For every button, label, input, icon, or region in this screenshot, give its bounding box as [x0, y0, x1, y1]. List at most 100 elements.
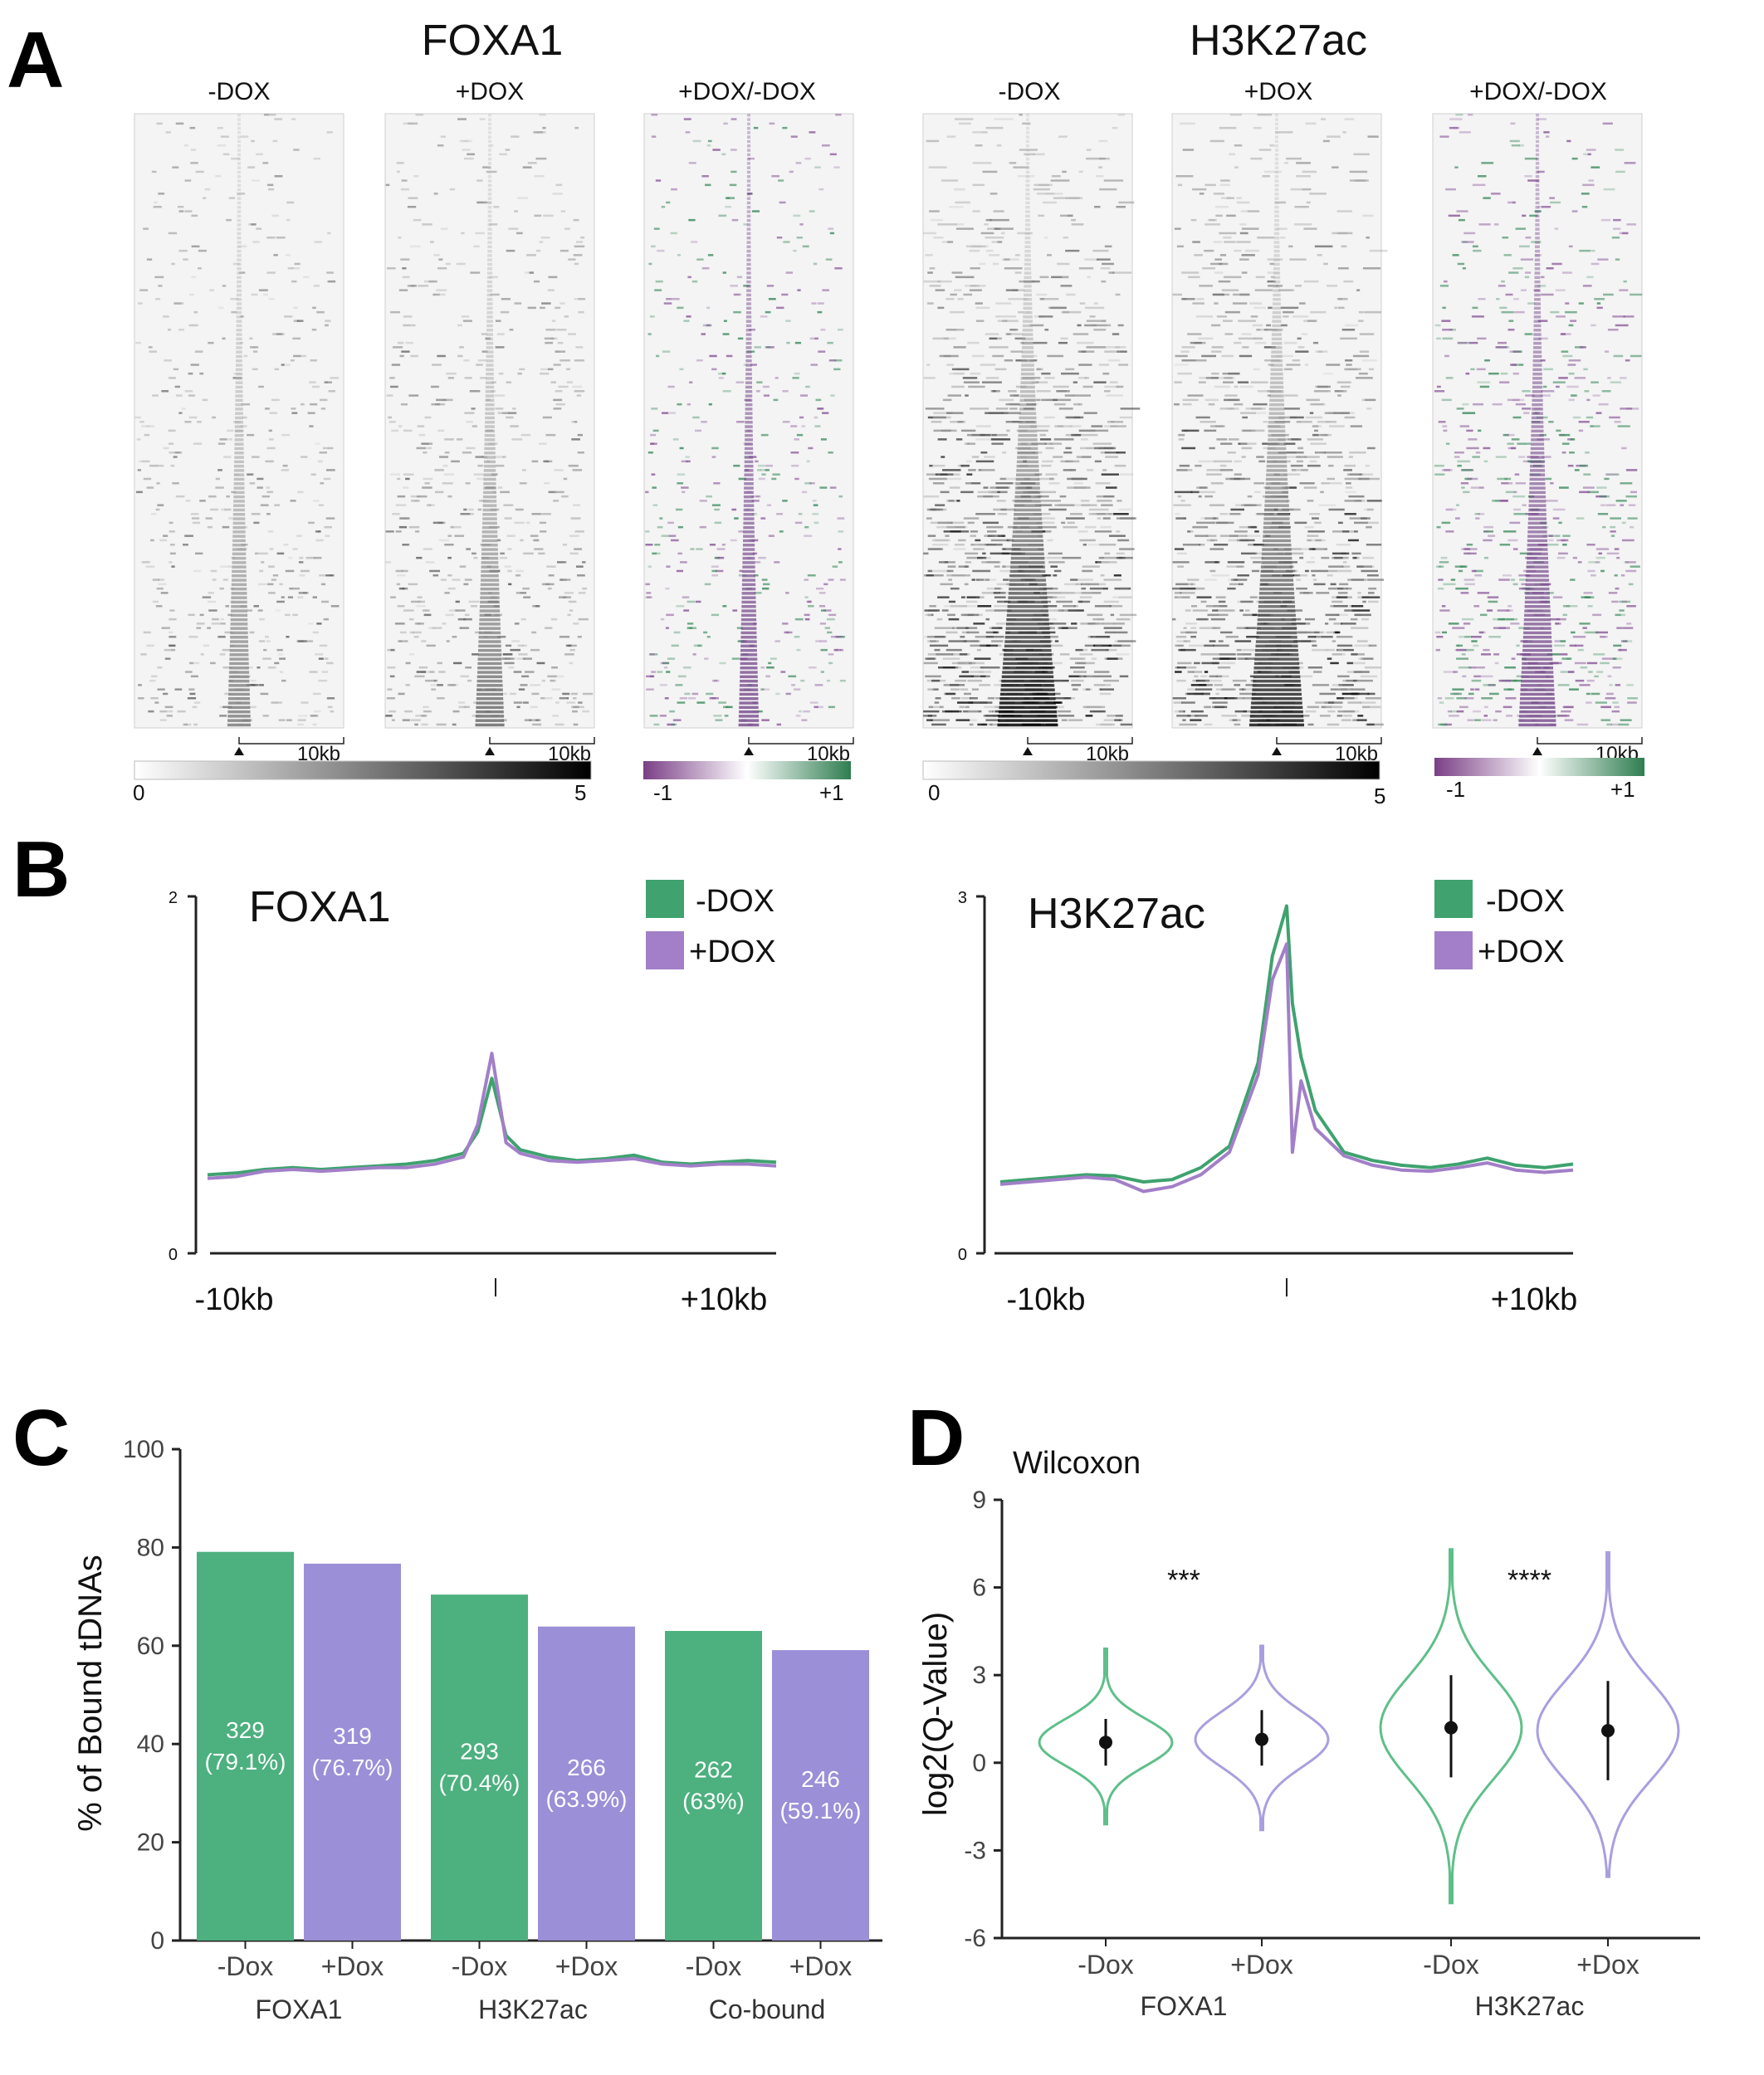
heatmap-cell	[731, 218, 739, 222]
heatmap-cell	[1472, 245, 1478, 248]
heatmap-cell	[447, 587, 456, 590]
heatmap-cell	[1182, 403, 1192, 406]
heatmap-center	[237, 218, 242, 222]
heatmap-cell	[1040, 298, 1059, 300]
heatmap-cell	[706, 692, 714, 696]
heatmap-cell	[1297, 337, 1302, 340]
heatmap-cell	[527, 162, 537, 164]
heatmap-cell	[1468, 341, 1478, 344]
heatmap-center	[486, 381, 494, 384]
heatmap-cell	[947, 241, 954, 243]
heatmap-cell	[706, 495, 712, 498]
heatmap-cell	[434, 469, 443, 471]
heatmap-center	[1254, 653, 1299, 657]
heatmap-center	[1532, 364, 1542, 367]
heatmap-cell	[1187, 692, 1205, 696]
heatmap-center	[746, 267, 751, 271]
heatmap-cell	[723, 320, 727, 322]
heatmap-center	[1018, 429, 1038, 433]
heatmap-cell	[964, 692, 971, 696]
heatmap-cell	[1366, 723, 1384, 726]
heatmap-center	[487, 201, 492, 205]
heatmap-cell	[1305, 618, 1315, 621]
heatmap-cell	[970, 530, 978, 533]
heatmap-cell	[1077, 662, 1095, 665]
heatmap-cell	[169, 644, 176, 647]
heatmap-cell	[529, 271, 534, 274]
heatmap-cell	[1441, 320, 1451, 322]
heatmap-cell	[718, 214, 727, 217]
heatmap-cell	[1082, 688, 1092, 691]
heatmap-center	[481, 574, 499, 578]
heatmap-cell	[794, 618, 804, 621]
heatmap-cell	[1234, 473, 1242, 476]
heatmap-cell	[1332, 166, 1339, 168]
heatmap-cell	[1044, 329, 1049, 331]
heatmap-cell	[755, 460, 759, 463]
heatmap-cell	[1600, 218, 1611, 222]
heatmap-center	[485, 412, 495, 415]
heatmap-cell	[222, 648, 232, 652]
heatmap-cell	[324, 657, 329, 660]
heatmap-cell	[293, 320, 301, 322]
heatmap-cell	[1118, 364, 1129, 366]
heatmap-cell	[544, 482, 550, 485]
heatmap-cell	[736, 421, 745, 423]
heatmap-cell	[778, 179, 784, 182]
heatmap-cell	[219, 587, 224, 590]
heatmap-cell	[398, 692, 405, 696]
heatmap-cell	[423, 548, 432, 550]
heatmap-cell	[293, 306, 298, 310]
heatmap-center	[1002, 671, 1053, 674]
heatmap-cell	[397, 495, 406, 498]
heatmap-cell	[1087, 469, 1094, 471]
heatmap-cell	[1206, 539, 1214, 542]
heatmap-cell	[315, 539, 324, 542]
heatmap-cell	[217, 442, 226, 445]
heatmap-cell	[1483, 447, 1491, 450]
heatmap-cell	[1044, 193, 1063, 195]
heatmap-cell	[1266, 324, 1271, 327]
heatmap-cell	[171, 648, 176, 652]
heatmap-center	[1529, 491, 1546, 495]
heatmap-cell	[1080, 622, 1096, 625]
heatmap-cell	[468, 508, 474, 511]
heatmap-center	[740, 666, 758, 670]
heatmap-cell	[307, 412, 315, 414]
heatmap-cell	[992, 535, 1002, 537]
heatmap-cell	[1074, 662, 1086, 665]
heatmap-cell	[321, 671, 328, 673]
heatmap-cell	[458, 701, 466, 704]
heatmap-center	[1257, 627, 1297, 630]
heatmap-center	[480, 600, 500, 604]
heatmap-cell	[1336, 636, 1353, 638]
heatmap-cell	[285, 613, 291, 617]
heatmap-center	[237, 122, 241, 126]
heatmap-center	[745, 324, 752, 328]
heatmap-cell	[1184, 666, 1197, 669]
heatmap-cell	[1216, 315, 1227, 318]
heatmap-cell	[664, 697, 669, 700]
heatmap-cell	[1621, 447, 1627, 450]
heatmap-cell	[971, 354, 985, 358]
heatmap-cell	[555, 723, 564, 726]
heatmap-cell	[460, 675, 469, 678]
heatmap-cell	[1077, 592, 1092, 594]
heatmap-center	[1019, 416, 1037, 420]
heatmap-cell	[1582, 627, 1587, 629]
heatmap-cell	[386, 394, 393, 397]
heatmap-cell	[539, 442, 547, 445]
heatmap-cell	[1458, 218, 1465, 222]
heatmap-cell	[987, 530, 997, 533]
heatmap-cell	[648, 262, 652, 266]
heatmap-cell	[1172, 561, 1190, 564]
heatmap-cell	[1498, 579, 1510, 581]
heatmap-cell	[1615, 613, 1621, 617]
heatmap-cell	[311, 329, 317, 331]
heatmap-cell	[995, 644, 1002, 647]
heatmap-cell	[565, 644, 572, 647]
heatmap-cell	[699, 525, 706, 529]
heatmap-cell	[477, 464, 482, 467]
heatmap-center	[1534, 258, 1541, 261]
heatmap-cell	[1555, 289, 1566, 291]
